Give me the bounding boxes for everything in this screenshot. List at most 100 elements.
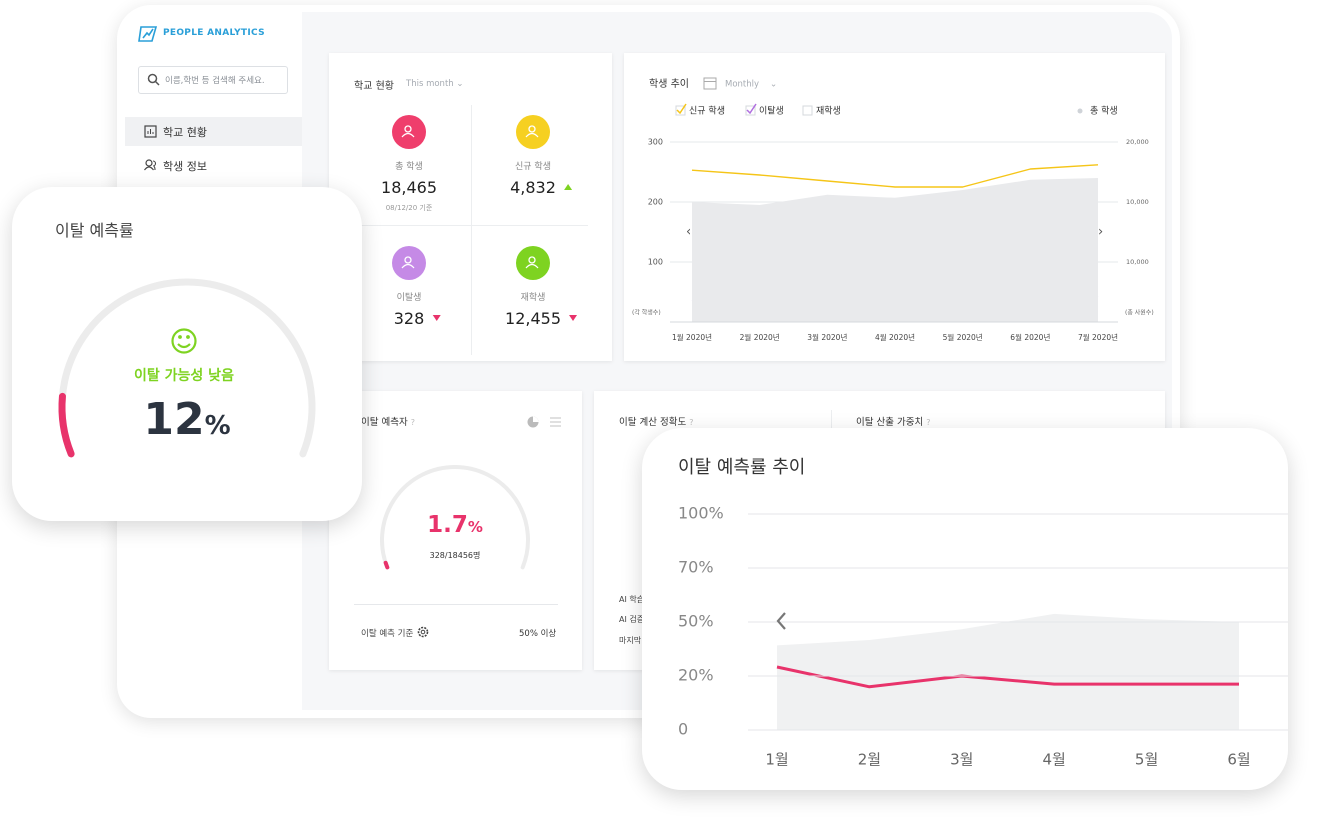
legend-check xyxy=(676,103,687,115)
y-tick-label: 0 xyxy=(678,720,688,739)
chart-title: 이탈 예측률 추이 xyxy=(678,457,805,478)
legend-checkbox xyxy=(745,105,756,116)
rate-trend-card: 이탈 예측률 추이 100% 70% 50% 20% 0 1월 2월 3월 4월 5월 6월 xyxy=(642,428,1288,790)
x-tick-label: 6월 xyxy=(1227,751,1250,769)
school-status-card xyxy=(329,53,612,361)
x-tick-label: 2월 2020년 xyxy=(740,332,780,342)
gauge-track xyxy=(380,465,530,570)
search-placeholder: 이름,학번 등 검색해 주세요. xyxy=(165,76,265,86)
legend-label: 신규 학생 xyxy=(689,106,725,117)
calendar-icon xyxy=(703,77,717,90)
divider xyxy=(354,604,558,605)
chart-title: 학생 추이 xyxy=(649,78,689,90)
predictor-gauge xyxy=(380,465,530,570)
card-tools xyxy=(527,416,561,428)
legend-checkbox xyxy=(802,105,813,116)
nav-icon xyxy=(144,159,157,171)
person-icon xyxy=(401,256,415,269)
accuracy-row: AI 검증 xyxy=(619,615,645,624)
prev-arrow xyxy=(776,612,786,630)
card-title: 이탈 계산 정확도 ? xyxy=(619,417,694,428)
criterion: 50% 이상 xyxy=(519,629,557,639)
legend-check xyxy=(746,103,757,115)
line xyxy=(776,665,1239,689)
y-tick-label: 20% xyxy=(678,666,714,685)
nav-icon xyxy=(144,125,157,138)
legend-dot xyxy=(1077,108,1083,114)
dropdown-caret[interactable]: ⌄ xyxy=(770,80,777,90)
gauge-value-arc xyxy=(383,560,390,570)
y-tick-label: 70% xyxy=(678,558,714,577)
legend-checkbox xyxy=(675,105,686,116)
stat-icon xyxy=(392,246,426,280)
gauge-track xyxy=(58,278,316,458)
x-tick-label: 5월 xyxy=(1135,751,1158,769)
search-box[interactable]: 이름,학번 등 검색해 주세요. xyxy=(138,66,288,94)
card-title: 이탈 예측률 xyxy=(55,221,134,240)
area xyxy=(777,613,1239,730)
trend-indicator xyxy=(568,315,577,321)
stat-label: 총 학생 xyxy=(395,162,423,172)
next-arrow[interactable]: › xyxy=(1098,225,1103,240)
stat-value: 4,832 xyxy=(510,178,572,197)
stat-label: 이탈생 xyxy=(396,293,422,303)
card-title: 이탈 산출 가중치 ? xyxy=(856,417,931,428)
stat-note: 08/12/20 기준 xyxy=(385,204,433,212)
y-tick-label: 100 xyxy=(648,258,663,267)
settings-icon[interactable] xyxy=(416,625,430,639)
y-tick-label: 50% xyxy=(678,612,714,631)
x-tick-label: 6월 2020년 xyxy=(1010,332,1050,342)
prev-arrow[interactable]: ‹ xyxy=(686,225,691,240)
period-select[interactable]: This month ⌄ xyxy=(406,79,464,89)
nav-item[interactable]: 학생 정보 xyxy=(163,160,207,173)
stat-value: 328 xyxy=(394,309,441,328)
title: 이탈 예측자 xyxy=(361,417,408,428)
divider xyxy=(360,225,588,226)
nav-item[interactable]: 학교 현황 xyxy=(163,126,207,139)
x-tick-label: 1월 xyxy=(765,751,788,769)
x-tick-label: 3월 xyxy=(950,751,973,769)
predictor-card xyxy=(329,391,582,670)
logo xyxy=(138,26,158,42)
gauge-value-arc xyxy=(58,392,75,458)
trend-indicator xyxy=(432,315,441,321)
unit: % xyxy=(467,518,483,536)
title: 이탈 계산 정확도 xyxy=(619,417,687,428)
legend-label: 총 학생 xyxy=(1090,106,1118,117)
card-title: 학교 현황 xyxy=(354,81,394,92)
stat-icon xyxy=(516,246,550,280)
y-tick-label: 300 xyxy=(648,138,663,147)
rate-gauge xyxy=(58,278,316,458)
search-icon xyxy=(147,73,160,86)
unit: % xyxy=(204,411,231,441)
stat-label: 재학생 xyxy=(520,293,546,303)
stat-label: 신규 학생 xyxy=(515,162,551,172)
value: 12 xyxy=(143,394,205,445)
stat-value: 18,465 xyxy=(381,178,437,197)
legend-label: 이탈생 xyxy=(759,106,784,117)
divider xyxy=(831,410,832,440)
smile-icon xyxy=(171,328,197,354)
y2-tick-label: 10,000 xyxy=(1126,258,1149,266)
menu-icon[interactable] xyxy=(550,417,561,427)
person-icon xyxy=(525,125,539,138)
legend-label: 재학생 xyxy=(816,106,841,117)
brand: PEOPLE ANALYTICS xyxy=(163,28,265,38)
rate-trend-chart: 이탈 예측률 추이 100% 70% 50% 20% 0 1월 2월 3월 4월 5월 6월 xyxy=(678,457,1288,769)
x-tick-label: 4월 2020년 xyxy=(875,332,915,342)
trend-indicator xyxy=(563,184,572,190)
accuracy-row: AI 학습 xyxy=(619,595,645,604)
title: 이탈 산출 가중치 xyxy=(856,417,924,428)
accuracy-row: 마지막 xyxy=(619,636,642,645)
gauge-detail: 328/18456명 xyxy=(429,551,481,560)
stat-icon xyxy=(392,115,426,149)
gauge-value: 12% xyxy=(143,394,230,445)
y2-tick-label: 10,000 xyxy=(1126,198,1149,206)
area xyxy=(692,178,1098,322)
x-tick-label: 4월 xyxy=(1043,751,1066,769)
value: 1.7 xyxy=(427,512,468,538)
x-tick-label: 5월 2020년 xyxy=(943,332,983,342)
x-tick-label: 7월 2020년 xyxy=(1078,332,1118,342)
line xyxy=(691,164,1099,188)
